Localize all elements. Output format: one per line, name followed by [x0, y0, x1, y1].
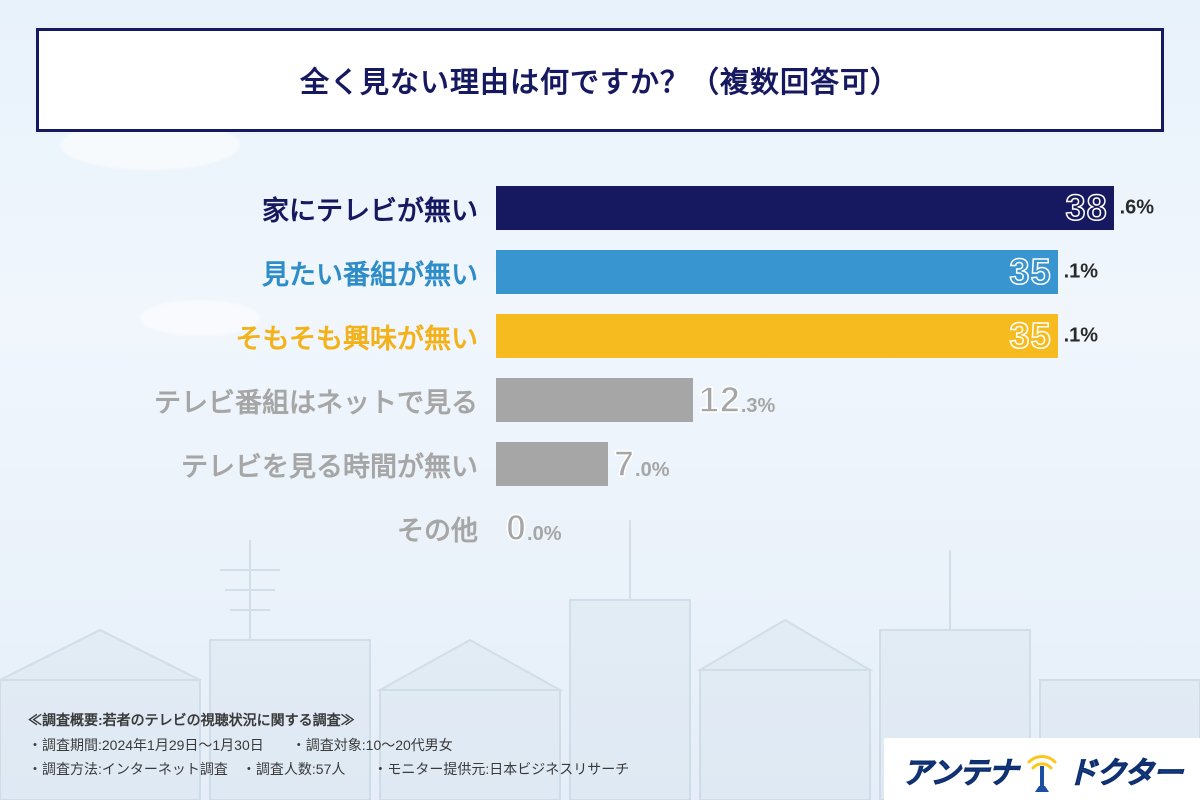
bar-label: テレビを見る時間が無い: [56, 445, 496, 484]
logo-text-left: アンテナ: [902, 748, 1017, 792]
chart-row: 家にテレビが無い 38 .6%: [56, 186, 1164, 230]
bar: 35.1%: [496, 250, 1058, 294]
bar: 12.3%: [496, 378, 693, 422]
chart-row: 見たい番組が無い 35 .1%: [56, 250, 1164, 294]
value-big: 35: [1010, 315, 1052, 357]
value-small: .0%: [635, 459, 669, 482]
chart-row: テレビ番組はネットで見る12.3%: [56, 378, 1164, 422]
bar-label: テレビ番組はネットで見る: [56, 381, 496, 420]
bar-wrap: 0.0%: [496, 506, 1164, 550]
bar-label: 見たい番組が無い: [56, 253, 496, 292]
chart-row: その他0.0%: [56, 506, 1164, 550]
bar-wrap: 7.0%: [496, 442, 1164, 486]
value-small: .1%: [1064, 261, 1098, 284]
chart-row: そもそも興味が無い 35 .1%: [56, 314, 1164, 358]
value-small: .1%: [1064, 325, 1098, 348]
bar-label: そもそも興味が無い: [56, 317, 496, 356]
value-small: .0%: [527, 523, 561, 546]
bar-wrap: 35 .1%: [496, 314, 1164, 358]
value-big: 0: [506, 507, 527, 549]
bar: 38.6%: [496, 186, 1114, 230]
value-small: .3%: [741, 395, 775, 418]
bar-label: その他: [56, 509, 496, 548]
chart-row: テレビを見る時間が無い7.0%: [56, 442, 1164, 486]
value-small: .6%: [1120, 197, 1154, 220]
bar: 7.0%: [496, 442, 608, 486]
bar-chart: 家にテレビが無い38.6%見たい番組が無い35.1%そもそも興味が無い35.1%…: [36, 186, 1164, 550]
brand-logo: アンテナ ドクター: [884, 738, 1200, 800]
survey-notes: ≪調査概要:若者のテレビの視聴状況に関する調査≫ ・調査期間:2024年1月29…: [28, 709, 629, 782]
bar-wrap: 35 .1%: [496, 250, 1164, 294]
notes-line: ・調査期間:2024年1月29日～1月30日 ・調査対象:10～20代男女: [28, 734, 629, 758]
notes-item: ・調査方法:インターネット調査 ・調査人数:57人: [28, 758, 345, 782]
page-title: 全く見ない理由は何ですか？（複数回答可）: [59, 59, 1141, 101]
notes-body: ・調査期間:2024年1月29日～1月30日 ・調査対象:10～20代男女・調査方…: [28, 734, 629, 782]
value-big: 12: [699, 379, 741, 421]
notes-item: ・調査対象:10～20代男女: [292, 734, 453, 758]
antenna-icon: [1023, 748, 1061, 792]
notes-title: ≪調査概要:若者のテレビの視聴状況に関する調査≫: [28, 709, 629, 733]
bar-label: 家にテレビが無い: [56, 189, 496, 228]
content-area: 全く見ない理由は何ですか？（複数回答可） 家にテレビが無い 38 .6% 見たい番組が…: [0, 0, 1200, 550]
bar-wrap: 38 .6%: [496, 186, 1164, 230]
value-big: 7: [614, 443, 635, 485]
notes-item: ・モニター提供元:日本ビジネスリサーチ: [373, 758, 629, 782]
notes-line: ・調査方法:インターネット調査 ・調査人数:57人 ・モニター提供元:日本ビジネス…: [28, 758, 629, 782]
bar: 35.1%: [496, 314, 1058, 358]
logo-text-right: ドクター: [1067, 748, 1182, 792]
value-big: 38: [1066, 187, 1108, 229]
bar-wrap: 12.3%: [496, 378, 1164, 422]
value-big: 35: [1010, 251, 1052, 293]
title-box: 全く見ない理由は何ですか？（複数回答可）: [36, 28, 1164, 132]
notes-item: ・調査期間:2024年1月29日～1月30日: [28, 734, 264, 758]
